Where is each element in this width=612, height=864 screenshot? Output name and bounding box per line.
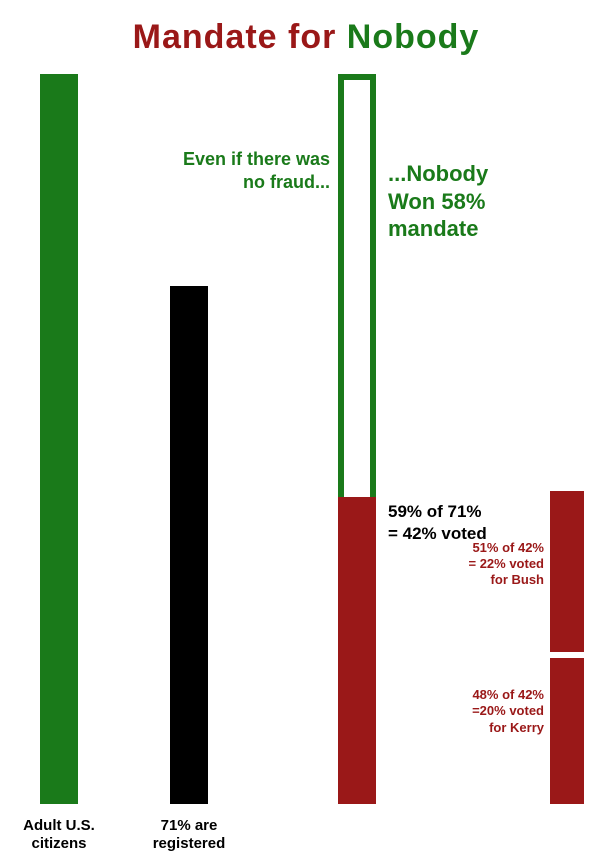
annotation-nobody-won: ...Nobody Won 58% mandate (388, 160, 488, 243)
annotation-bush: 51% of 42% = 22% voted for Bush (446, 540, 544, 589)
annotation-no-fraud: Even if there was no fraud... (140, 148, 330, 193)
bar-registered (170, 286, 208, 804)
annotation-voted-pct: 59% of 71% = 42% voted (388, 501, 487, 544)
bar-label-adult-citizens: Adult U.S. citizens (0, 817, 119, 855)
bar-kerry-segment (550, 658, 584, 804)
bar-voted-fill (338, 497, 376, 804)
bar-adult-citizens (40, 74, 78, 804)
chart-area: Adult U.S. citizens 71% are registered E… (0, 0, 612, 864)
bar-bush-segment (550, 491, 584, 652)
bar-label-registered: 71% are registered (129, 817, 249, 855)
annotation-kerry: 48% of 42% =20% voted for Kerry (446, 687, 544, 736)
